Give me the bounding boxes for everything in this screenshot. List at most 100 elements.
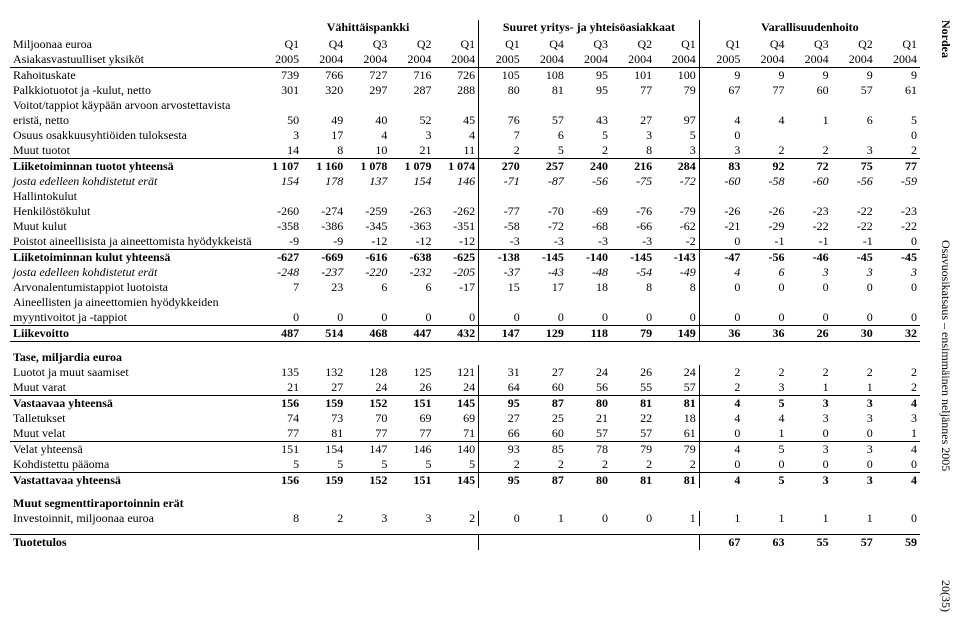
cell [258,535,302,551]
cell: -72 [523,219,567,234]
cell: -21 [699,219,743,234]
cell: 0 [567,295,611,326]
cell: 152 [346,396,390,412]
cell: -37 [479,265,523,280]
period-header: Q2 [390,37,434,52]
cell: 726 [434,68,478,84]
cell: 0 [787,280,831,295]
cell [346,189,390,204]
cell: 81 [655,473,699,489]
row-header-label: Asiakasvastuulliset yksiköt [10,52,258,68]
table-body-footer: Tuotetulos6763555759 [10,535,920,551]
cell: 77 [876,159,920,175]
cell: 514 [302,326,346,342]
cell: 18 [567,280,611,295]
cell: 1 [832,380,876,396]
cell: 1 [832,511,876,526]
cell: 5 [655,128,699,143]
row-label: josta edelleen kohdistetut erät [10,265,258,280]
period-header: 2004 [655,52,699,68]
cell: 81 [611,473,655,489]
row-label: Henkilöstökulut [10,204,258,219]
cell: 26 [787,326,831,342]
cell: 287 [390,83,434,98]
cell: 0 [611,511,655,526]
cell: -22 [832,204,876,219]
cell: 0 [787,457,831,473]
cell: 5 [346,457,390,473]
cell: 3 [832,411,876,426]
cell: 40 [346,98,390,128]
cell [743,189,787,204]
cell: 716 [390,68,434,84]
cell [434,535,478,551]
cell: 270 [479,159,523,175]
cell: 101 [611,68,655,84]
cell: -2 [655,234,699,250]
row-label: Arvonalentumistappiot luotoista [10,280,258,295]
cell: 5 [567,128,611,143]
cell [832,128,876,143]
cell: 8 [258,511,302,526]
cell: -1 [743,234,787,250]
cell: 6 [523,128,567,143]
row-label: Kohdistettu pääoma [10,457,258,473]
cell: -3 [523,234,567,250]
cell: 5 [743,396,787,412]
cell: 2 [743,365,787,380]
cell: 77 [743,83,787,98]
period-header: 2004 [346,52,390,68]
cell: 3 [787,473,831,489]
cell: 4 [699,265,743,280]
cell: 24 [567,365,611,380]
cell: 8 [655,280,699,295]
cell: 31 [479,365,523,380]
cell: -71 [479,174,523,189]
cell: -12 [346,234,390,250]
cell: -77 [479,204,523,219]
period-header: 2004 [611,52,655,68]
cell: 2 [479,457,523,473]
row-label: Palkkiotuotot ja -kulut, netto [10,83,258,98]
cell: 74 [258,411,302,426]
cell: -48 [567,265,611,280]
cell: 4 [699,473,743,489]
table-row: Aineellisten ja aineettomien hyödykkeide… [10,295,920,326]
cell: 80 [567,473,611,489]
cell: 2 [479,143,523,159]
segment-header: Varallisuudenhoito [699,20,920,37]
cell: -49 [655,265,699,280]
cell: 2 [832,365,876,380]
cell: 17 [302,128,346,143]
row-label: Muut varat [10,380,258,396]
cell: 60 [523,380,567,396]
cell: 3 [787,265,831,280]
cell: 0 [611,295,655,326]
cell: 288 [434,83,478,98]
cell: 57 [611,426,655,442]
cell: 447 [390,326,434,342]
cell: 87 [523,473,567,489]
cell [787,189,831,204]
cell: 151 [390,396,434,412]
table-row: Hallintokulut [10,189,920,204]
period-header: 2004 [302,52,346,68]
cell: 2 [302,511,346,526]
cell: 9 [743,68,787,84]
cell: 154 [390,174,434,189]
cell: 17 [523,280,567,295]
row-label: Vastaavaa yhteensä [10,396,258,412]
cell: -58 [479,219,523,234]
cell: -17 [434,280,478,295]
cell: 1 107 [258,159,302,175]
cell: -138 [479,250,523,266]
cell: 0 [832,457,876,473]
cell: 27 [523,365,567,380]
cell [567,535,611,551]
cell: 156 [258,396,302,412]
period-header: Q1 [434,37,478,52]
cell: 95 [479,473,523,489]
cell: 49 [302,98,346,128]
cell: 9 [876,68,920,84]
cell: 69 [434,411,478,426]
